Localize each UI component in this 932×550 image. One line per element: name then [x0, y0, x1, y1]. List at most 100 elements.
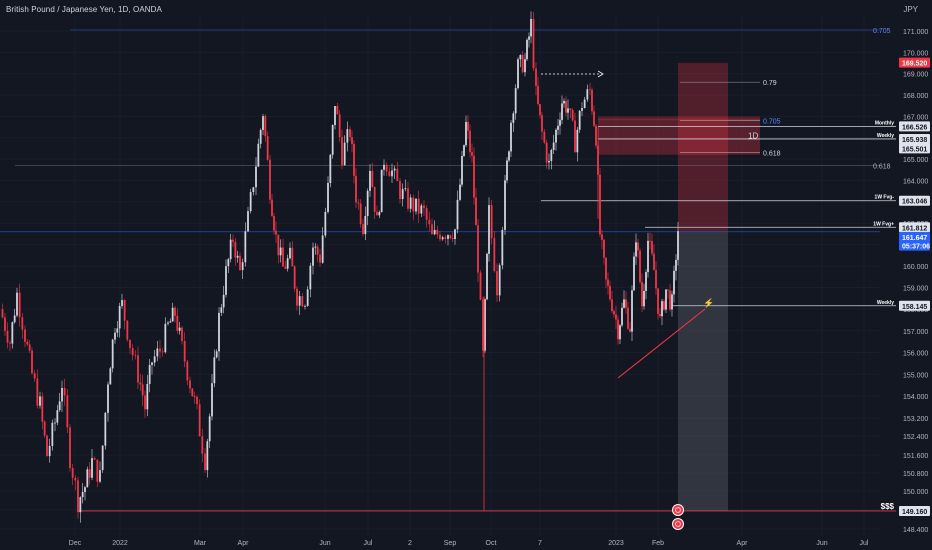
x-tick-label: Feb: [652, 540, 664, 547]
candle-body: [380, 169, 383, 213]
candle-body: [504, 180, 506, 230]
candle-body: [501, 229, 504, 266]
candle-body: [508, 151, 510, 161]
event-icon-inner: [675, 521, 681, 527]
price-label-bg: [899, 133, 930, 144]
candle-body: [595, 125, 597, 146]
candle-body: [316, 246, 319, 255]
candle-body: [369, 170, 371, 191]
x-tick-label: Dec: [69, 540, 82, 547]
candle-body: [631, 290, 633, 332]
candle-body: [341, 137, 343, 166]
candle-body: [56, 410, 59, 423]
candle-body: [613, 311, 615, 315]
candle-body: [327, 182, 329, 212]
time-axis: Dec 2022 Mar Apr Jun Jul 2 Sep Oct 7 2023 Feb Apr Jun…: [0, 536, 932, 550]
candle-body: [101, 445, 104, 471]
time-axis-bg: [0, 536, 932, 550]
candle-body: [449, 235, 452, 238]
candle-body: [605, 257, 607, 280]
candle-body: [229, 239, 232, 260]
candle-body: [526, 39, 528, 60]
event-icon: [672, 518, 684, 530]
candle-body: [417, 198, 420, 214]
candle-body: [146, 383, 149, 410]
candle-body: [621, 307, 623, 326]
candle-body: [28, 344, 31, 351]
candle-body: [306, 289, 309, 306]
candle-body: [561, 103, 563, 120]
candle-body: [279, 247, 282, 256]
candle-body: [153, 356, 156, 363]
candle-body: [46, 435, 48, 457]
candle-body: [164, 323, 167, 353]
candle-body: [169, 321, 172, 323]
candle-body: [651, 240, 653, 254]
y-tick-label: 168.000: [903, 93, 928, 100]
candle-body: [41, 396, 44, 422]
candle-body: [48, 446, 51, 457]
y-tick-label: 170.000: [903, 50, 928, 57]
candle-body: [396, 168, 399, 182]
trendline: [617, 308, 706, 379]
candle-body: [63, 387, 66, 396]
timeframe-tag: 1D: [748, 132, 758, 141]
candle-body: [552, 142, 555, 150]
candle-body: [655, 270, 657, 289]
candle-body: [576, 129, 579, 153]
candle-body: [563, 100, 565, 104]
candle-body: [4, 317, 6, 331]
candle-body: [77, 480, 79, 513]
x-tick-label: Oct: [486, 540, 497, 547]
candle-body: [178, 327, 181, 331]
candle-body: [517, 59, 519, 89]
candle-body: [334, 106, 336, 126]
candle-body: [514, 88, 517, 114]
candle-body: [471, 152, 473, 156]
candle-body: [569, 108, 572, 110]
candle-body: [399, 181, 401, 200]
event-icon-inner: [675, 507, 681, 513]
candle-body: [482, 299, 484, 351]
candle-body: [346, 129, 349, 143]
candle-body: [336, 106, 339, 115]
x-tick-label: Mar: [194, 540, 207, 547]
candle-body: [663, 301, 665, 310]
candle-body: [383, 164, 385, 170]
candle-body: [647, 240, 649, 273]
candle-body: [543, 131, 546, 143]
candle-body: [36, 378, 39, 406]
candle-body: [633, 256, 635, 291]
candle-body: [609, 285, 611, 300]
candle-body: [137, 355, 139, 383]
candles: [1, 11, 679, 523]
price-label: 158.145: [902, 304, 927, 311]
candle-body: [524, 59, 526, 73]
candle-body: [109, 368, 112, 385]
candle-body: [111, 339, 114, 369]
candle-body: [304, 305, 306, 307]
candle-body: [296, 288, 298, 306]
candle-body: [208, 416, 211, 442]
candle-body: [282, 247, 284, 267]
candle-body: [266, 136, 269, 160]
candle-body: [583, 99, 586, 109]
y-tick-label: 154.000: [903, 394, 928, 401]
candle-body: [649, 240, 651, 242]
candle-body: [262, 116, 264, 130]
candle-body: [593, 111, 595, 126]
candle-body: [114, 332, 116, 340]
candle-body: [298, 296, 301, 306]
candle-body: [581, 108, 583, 111]
candle-body: [293, 266, 296, 289]
candle-body: [247, 211, 249, 232]
candle-body: [159, 348, 161, 352]
y-tick-label: 171.000: [903, 29, 928, 36]
candle-body: [204, 453, 206, 471]
price-label: 161.812: [902, 225, 927, 232]
x-tick-label: Apr: [238, 540, 250, 547]
candle-body: [151, 362, 153, 366]
candle-body: [131, 348, 134, 356]
